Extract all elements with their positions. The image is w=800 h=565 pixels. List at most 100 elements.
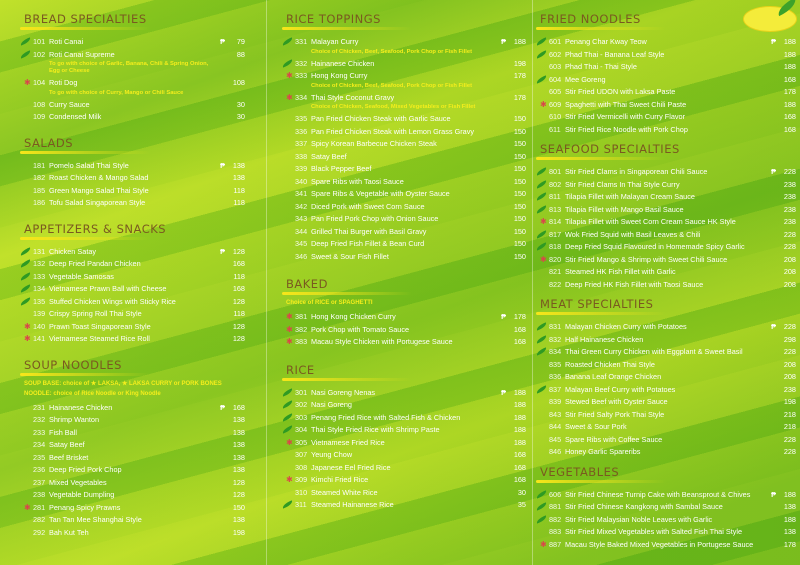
menu-item[interactable]: 302 Nasi Goreng 188 [281,399,526,412]
menu-item[interactable]: 308 Japanese Eel Fried Rice 168 [282,462,526,475]
menu-item[interactable]: ✱ 281 Penang Spicy Prawns 150 [20,502,245,515]
menu-item[interactable]: 109 Condensed Milk 30 [20,111,245,124]
menu-item[interactable]: 343 Pan Fried Pork Chop with Onion Sauce 1… [282,213,526,226]
menu-item[interactable]: ✱ 381 Hong Kong Chicken Curry ₱ 178 [282,311,526,324]
menu-item[interactable]: 282 Tan Tan Mee Shanghai Style 138 [20,514,245,527]
menu-item[interactable]: 182 Roast Chicken & Mango Salad 138 [20,172,245,185]
menu-item[interactable]: 233 Fish Ball 138 [20,427,245,440]
menu-item[interactable]: 603 Phad Thai - Thai Style 188 [536,61,796,74]
menu-item[interactable]: 835 Roasted Chicken Thai Style 208 [536,359,796,372]
menu-item[interactable]: 846 Honey Garlic Spareribs 228 [536,446,796,459]
menu-item[interactable]: 801 Stir Fried Clams in Singaporean Chili… [535,166,796,179]
menu-item[interactable]: ✱ 104 Roti Dog To go with choice of Curry, … [20,77,245,99]
menu-item[interactable]: 610 Stir Fried Vermicelli with Curry Flav… [536,111,796,124]
menu-item[interactable]: 883 Stir Fried Mixed Vegetables with Salt… [536,526,796,539]
menu-item[interactable]: 237 Mixed Vegetables 128 [20,477,245,490]
menu-item[interactable]: 601 Penang Char Kway Teow ₱ 188 [535,36,796,49]
menu-item[interactable]: 235 Beef Brisket 138 [20,452,245,465]
menu-item[interactable]: 843 Stir Fried Salty Pork Thai Style 218 [536,409,796,422]
menu-item[interactable]: 822 Deep Fried HK Fish Fillet with Taosi … [536,279,796,292]
menu-item[interactable]: 332 Hainanese Chicken 198 [281,58,526,71]
menu-item[interactable]: ✱ 333 Hong Kong Curry Choice of Chicken, Be… [282,70,526,92]
menu-item[interactable]: 139 Crispy Spring Roll Thai Style 118 [20,308,245,321]
menu-item[interactable]: 133 Vegetable Samosas 118 [19,271,245,284]
item-marker [535,229,549,242]
menu-item[interactable]: ✱ 382 Pork Chop with Tomato Sauce 168 [282,324,526,337]
item-marker [282,188,295,201]
menu-item[interactable]: 335 Pan Fried Chicken Steak with Garlic S… [282,113,526,126]
menu-item[interactable]: 131 Chicken Satay ₱ 128 [19,246,245,259]
menu-item[interactable]: 231 Hainanese Chicken ₱ 168 [20,402,245,415]
menu-item[interactable]: 832 Half Hainanese Chicken 298 [535,334,796,347]
item-price: 30 [236,99,245,109]
menu-item[interactable]: 108 Curry Sauce 30 [20,99,245,112]
menu-item[interactable]: 834 Thai Green Curry Chicken with Eggplan… [535,346,796,359]
menu-item[interactable]: 602 Phad Thai - Banana Leaf Style 188 [535,49,796,62]
menu-item[interactable]: 818 Deep Fried Squid Flavoured in Homemad… [535,241,796,254]
menu-item[interactable]: 817 Wok Fried Squid with Basil Leaves & C… [535,229,796,242]
menu-item[interactable]: 331 Malayan Curry Choice of Chicken, Beef,… [281,36,526,58]
menu-item[interactable]: 303 Penang Fried Rice with Salted Fish & … [281,412,526,425]
menu-item[interactable]: 339 Black Pepper Beef 150 [282,163,526,176]
menu-item[interactable]: ✱ 887 Macau Style Baked Mixed Vegetables i… [536,539,796,552]
menu-item[interactable]: ✱ 609 Spaghetti with Thai Sweet Chili Past… [536,99,796,112]
menu-item[interactable]: ✱ 383 Macau Style Chicken with Portugese S… [282,336,526,349]
menu-item[interactable]: 232 Shrimp Wanton 138 [20,414,245,427]
menu-item[interactable]: 337 Spicy Korean Barbecue Chicken Steak 15… [282,138,526,151]
item-name: Deep Fried Fish Fillet & Bean Curd [311,239,425,248]
menu-item[interactable]: ✱ 309 Kimchi Fried Rice 168 [282,474,526,487]
menu-item[interactable]: ✱ 820 Stir Fried Mango & Shrimp with Sweet… [536,254,796,267]
menu-item[interactable]: 345 Deep Fried Fish Fillet & Bean Curd 150 [282,238,526,251]
menu-item[interactable]: 831 Malayan Chicken Curry with Potatoes ₱ 2… [535,321,796,334]
menu-item[interactable]: 344 Grilled Thai Burger with Basil Gravy 1… [282,226,526,239]
menu-item[interactable]: 304 Thai Style Fried Rice with Shrimp Pas… [281,424,526,437]
menu-item[interactable]: 186 Tofu Salad Singaporean Style 118 [20,197,245,210]
menu-item[interactable]: 813 Tilapia Fillet with Mango Basil Sauce… [535,204,796,217]
menu-item[interactable]: 134 Vietnamese Prawn Ball with Cheese 168 [19,283,245,296]
menu-item[interactable]: 102 Roti Canai Supreme To go with choice o… [19,49,245,78]
menu-item[interactable]: 101 Roti Canai ₱ 79 [19,36,245,49]
menu-item[interactable]: 346 Sweet & Sour Fish Fillet 150 [282,251,526,264]
menu-item[interactable]: 839 Stewed Beef with Oyster Sauce 198 [536,396,796,409]
menu-item[interactable]: 340 Spare Ribs with Taosi Sauce 150 [282,176,526,189]
menu-item[interactable]: 238 Vegetable Dumpling 128 [20,489,245,502]
menu-item[interactable]: 802 Stir Fried Clams In Thai Style Curry 2… [535,179,796,192]
menu-item[interactable]: ✱ 140 Prawn Toast Singaporean Style 128 [20,321,245,334]
menu-item[interactable]: 338 Satay Beef 150 [282,151,526,164]
menu-item[interactable]: 234 Satay Beef 138 [20,439,245,452]
menu-item[interactable]: 132 Deep Fried Pandan Chicken 168 [19,258,245,271]
menu-item[interactable]: 310 Steamed White Rice 30 [282,487,526,500]
menu-item[interactable]: 342 Diced Pork with Sweet Corn Sauce 150 [282,201,526,214]
menu-item[interactable]: 301 Nasi Goreng Nenas ₱ 188 [281,387,526,400]
menu-item[interactable]: 604 Mee Goreng 168 [535,74,796,87]
menu-item[interactable]: 605 Stir Fried UDON with Laksa Paste 178 [536,86,796,99]
menu-item[interactable]: ✱ 305 Vietnamese Fried Rice 188 [282,437,526,450]
menu-item[interactable]: 292 Bah Kut Teh 198 [20,527,245,540]
menu-item[interactable]: ✱ 141 Vietnamese Steamed Rice Roll 128 [20,333,245,346]
menu-item[interactable]: 882 Stir Fried Malaysian Noble Leaves wit… [535,514,796,527]
item-code: 309 [295,475,308,484]
item-price: 128 [232,321,245,331]
menu-item[interactable]: 307 Yeung Chow 168 [282,449,526,462]
menu-item[interactable]: 837 Malayan Beef Curry with Potatoes 238 [535,384,796,397]
spicy-star-icon: ✱ [540,217,547,226]
menu-item[interactable]: 336 Pan Fried Chicken Steak with Lemon Gr… [282,126,526,139]
menu-item[interactable]: 881 Stir Fried Chinese Kangkong with Samb… [535,501,796,514]
menu-item[interactable]: 611 Stir Fried Rice Noodle with Pork Chop… [536,124,796,137]
menu-item[interactable]: 836 Banana Leaf Orange Chicken 208 [536,371,796,384]
menu-item[interactable]: ✱ 814 Tilapia Fillet with Sweet Corn Cream… [536,216,796,229]
menu-item[interactable]: 135 Stuffed Chicken Wings with Sticky Ric… [19,296,245,309]
menu-item[interactable]: 845 Spare Ribs with Coffee Sauce 228 [536,434,796,447]
menu-item[interactable]: 341 Spare Ribs & Vegetable with Oyster Sa… [282,188,526,201]
menu-item[interactable]: 236 Deep Fried Pork Chop 138 [20,464,245,477]
item-name-wrap: Vietnamese Steamed Rice Roll [49,333,215,346]
menu-item[interactable]: 821 Steamed HK Fish Fillet with Garlic 208 [536,266,796,279]
menu-item[interactable]: 606 Stir Fried Chinese Turnip Cake with B… [535,489,796,502]
menu-item[interactable]: ✱ 334 Thai Style Coconut Gravy Choice of Ch… [282,92,526,114]
menu-item[interactable]: 844 Sweet & Sour Pork 218 [536,421,796,434]
menu-item[interactable]: 811 Tilapia Fillet with Malayan Cream Sau… [535,191,796,204]
menu-item[interactable]: 311 Steamed Hainanese Rice 35 [281,499,526,512]
item-marker [19,283,33,296]
menu-item[interactable]: 185 Green Mango Salad Thai Style 118 [20,185,245,198]
menu-item[interactable]: 181 Pomelo Salad Thai Style ₱ 138 [20,160,245,173]
